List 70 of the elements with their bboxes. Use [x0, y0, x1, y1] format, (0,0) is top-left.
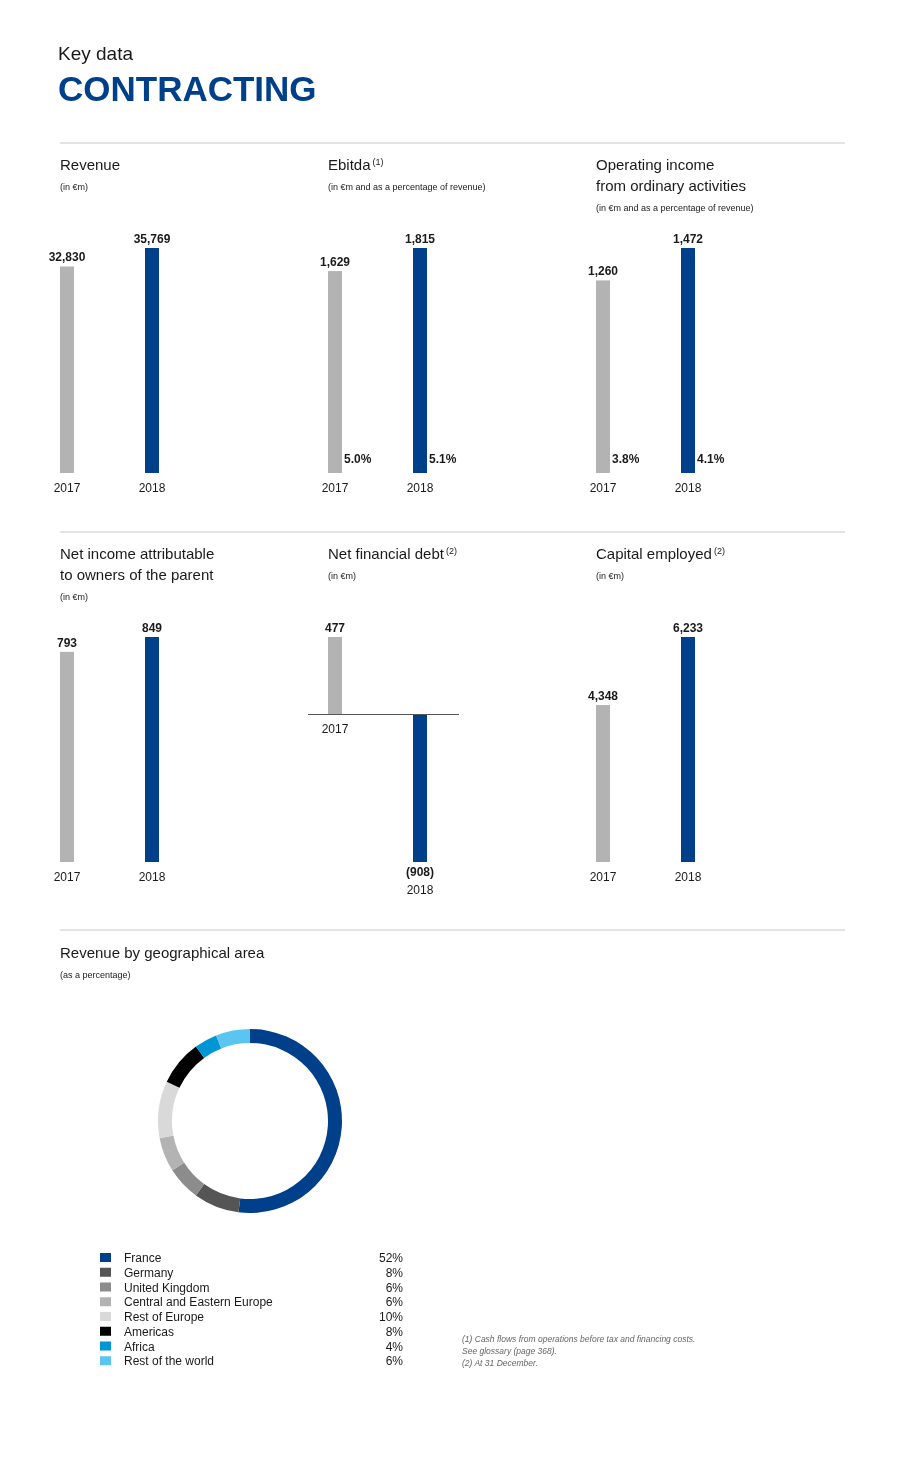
legend-label: France — [124, 1251, 162, 1265]
chart-title: Revenue — [60, 156, 121, 173]
data-label: 8% — [385, 1265, 404, 1280]
donut-slice — [216, 1029, 250, 1049]
legend-label: United Kingdom — [124, 1280, 210, 1295]
data-label: 6% — [385, 1354, 404, 1369]
data-label: 1,472 — [672, 232, 704, 246]
text: Key data — [58, 43, 134, 64]
data-label: 4,348 — [587, 689, 619, 704]
annotation: 3.8% — [612, 452, 640, 466]
chart-title: Net income attributable to owners of the parent — [60, 545, 215, 583]
x-tick-label: 2018 — [674, 481, 702, 495]
data-label: 6% — [385, 1280, 404, 1295]
annotation: 5.1% — [429, 452, 457, 466]
donut-slice — [166, 1046, 205, 1088]
chart-subtitle: (in €m) — [328, 571, 357, 581]
chart-title: Ebitda$^{(1)}$ — [328, 156, 384, 173]
legend-label: Germany — [124, 1265, 174, 1280]
data-label: 1,260 — [587, 264, 619, 279]
data-label: 10% — [378, 1310, 404, 1324]
data-label: 477 — [324, 621, 346, 635]
donut-slice — [158, 1081, 180, 1139]
x-tick-label: 2017 — [321, 481, 349, 495]
chart-subtitle: (as a percentage) — [60, 970, 131, 980]
data-label: 35,769 — [133, 232, 171, 246]
x-tick-label: 2018 — [406, 883, 434, 897]
legend-label: Americas — [124, 1324, 175, 1339]
chart-subtitle: (in €m) — [60, 182, 89, 192]
x-tick-label: 2018 — [138, 870, 166, 884]
chart-title: Net financial debt$^{(2)}$ — [328, 545, 457, 562]
chart-title: Capital employed$^{(2)}$ — [596, 545, 725, 562]
data-label: 1,629 — [319, 255, 351, 270]
x-tick-label: 2017 — [53, 870, 81, 884]
data-label: 32,830 — [48, 250, 86, 265]
chart-title: Revenue by geographical area — [60, 944, 265, 961]
legend-label: Central and Eastern Europe — [124, 1295, 274, 1310]
data-label: 6% — [385, 1295, 404, 1310]
data-label: 1,815 — [404, 232, 436, 246]
donut-slice — [238, 1029, 342, 1213]
chart-subtitle: (in €m) — [60, 592, 89, 602]
annotation: 4.1% — [697, 452, 725, 466]
x-tick-label: 2018 — [138, 481, 166, 495]
text: (2) At 31 December. — [462, 1358, 538, 1368]
data-label: (908) — [405, 865, 435, 879]
text: (1) Cash flows from operations before tax and financing costs. See glossary (page 368). — [462, 1334, 696, 1356]
legend-label: Rest of the world — [124, 1354, 215, 1369]
data-label: 849 — [141, 621, 163, 635]
x-tick-label: 2017 — [589, 870, 617, 884]
data-label: 52% — [378, 1251, 404, 1265]
annotation: 5.0% — [344, 452, 372, 466]
x-tick-label: 2017 — [321, 722, 349, 737]
text: CONTRACTING — [58, 69, 317, 108]
x-tick-label: 2017 — [589, 481, 617, 495]
donut-slice — [159, 1135, 185, 1171]
data-label: 793 — [56, 635, 78, 650]
legend-label: Rest of Europe — [124, 1310, 205, 1324]
data-label: 6,233 — [672, 621, 704, 635]
chart-subtitle: (in €m) — [596, 571, 625, 581]
donut-slice — [195, 1035, 222, 1058]
x-tick-label: 2017 — [53, 481, 81, 495]
legend-label: Africa — [124, 1339, 155, 1354]
chart-subtitle: (in €m and as a percentage of revenue) — [328, 182, 486, 192]
donut-slice — [195, 1184, 241, 1213]
donut-slice — [172, 1162, 205, 1196]
data-label: 8% — [385, 1324, 404, 1339]
x-tick-label: 2018 — [674, 870, 702, 884]
x-tick-label: 2018 — [406, 481, 434, 495]
data-label: 4% — [385, 1339, 404, 1354]
chart-title: Operating income from ordinary activities — [596, 156, 747, 194]
chart-subtitle: (in €m and as a percentage of revenue) — [596, 203, 754, 213]
